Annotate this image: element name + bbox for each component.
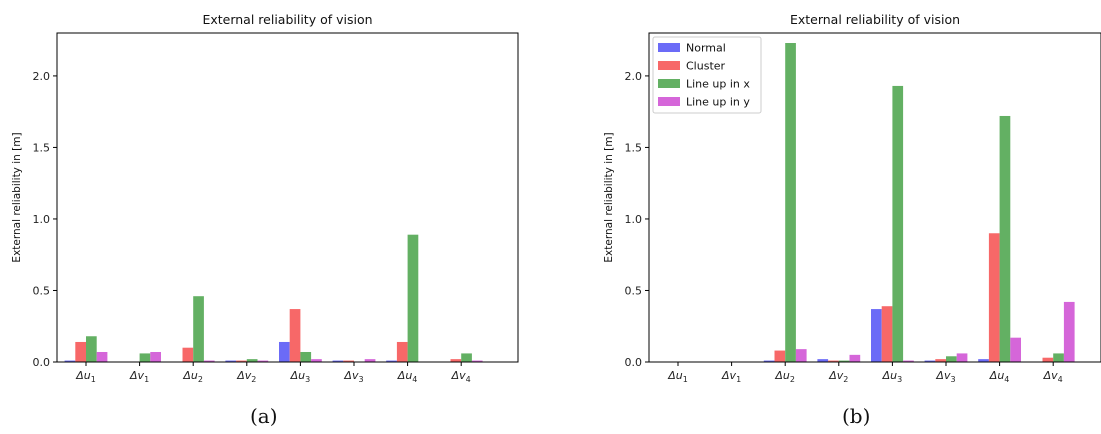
- y-tick-label: 1.0: [33, 213, 51, 226]
- bar: [311, 359, 322, 362]
- bar: [332, 360, 344, 362]
- bar: [924, 360, 936, 362]
- x-tick-label: Δv1: [129, 369, 149, 384]
- bar: [193, 296, 204, 362]
- bar: [849, 354, 861, 362]
- chart-title: External reliability of vision: [202, 12, 372, 27]
- chart-a: 0.0 0.5 1.0 1.5 2.0 Δu1 Δv1 Δu2 Δv2 Δu3 Δv3 Δu4 Δv4 E…: [11, 12, 519, 384]
- bar: [246, 359, 258, 362]
- bar: [956, 353, 968, 362]
- y-tick-label: 2.0: [625, 70, 643, 83]
- bar: [396, 341, 408, 362]
- legend-label: Normal: [686, 42, 726, 55]
- bar: [150, 351, 161, 362]
- y-tick-label: 2.0: [33, 70, 51, 83]
- bar: [450, 359, 462, 362]
- y-tick-label: 1.0: [625, 213, 643, 226]
- bar: [300, 351, 312, 362]
- bar: [999, 115, 1011, 362]
- bar: [64, 360, 76, 362]
- bar: [461, 353, 472, 362]
- legend-frame: [652, 36, 762, 114]
- x-tick-label: Δu1: [75, 369, 96, 384]
- bar: [364, 359, 376, 362]
- bar: [1010, 337, 1021, 362]
- bar: [795, 349, 807, 362]
- legend-swatch: [658, 43, 680, 52]
- x-tick-label: Δu3: [290, 369, 311, 384]
- bar: [838, 360, 850, 362]
- bar: [96, 351, 108, 362]
- bar: [935, 359, 946, 362]
- bar: [182, 347, 194, 362]
- legend-label: Line up in y: [686, 96, 750, 109]
- x-tick-label: Δv3: [935, 369, 955, 384]
- y-tick-label: 0.5: [33, 284, 51, 297]
- bar: [86, 336, 97, 362]
- legend-swatch: [658, 97, 680, 106]
- x-tick-label: Δv1: [721, 369, 741, 384]
- caption-a: (a): [250, 404, 278, 428]
- caption-b: (b): [842, 404, 871, 428]
- plot-frame: [648, 32, 1101, 363]
- y-tick-label: 1.5: [625, 141, 643, 154]
- bar: [1053, 353, 1064, 362]
- bar: [257, 360, 269, 362]
- y-tick-label: 0.0: [33, 356, 51, 369]
- bar: [343, 360, 354, 362]
- bar: [75, 341, 86, 362]
- bar: [978, 359, 989, 362]
- bar: [881, 306, 893, 362]
- bar: [289, 309, 301, 362]
- bar: [892, 85, 904, 363]
- plot-frame: [56, 32, 519, 363]
- bar: [817, 359, 829, 362]
- bar: [225, 360, 237, 362]
- x-tick-label: Δu3: [882, 369, 903, 384]
- bar: [774, 350, 786, 362]
- y-axis-label: External reliability in [m]: [603, 132, 615, 262]
- x-tick-label: Δv4: [451, 369, 471, 384]
- bar: [946, 356, 957, 362]
- bar: [903, 360, 914, 362]
- y-tick-label: 0.0: [625, 356, 643, 369]
- bar: [236, 360, 247, 362]
- x-tick-label: Δv2: [828, 369, 848, 384]
- y-tick-label: 0.5: [625, 284, 643, 297]
- bar: [139, 353, 151, 362]
- bar: [871, 309, 882, 362]
- legend-label: Cluster: [686, 60, 726, 73]
- bar: [279, 341, 290, 362]
- y-axis-label: External reliability in [m]: [11, 132, 23, 262]
- x-tick-label: Δu4: [989, 369, 1010, 384]
- legend-swatch: [658, 79, 680, 88]
- x-tick-label: Δv2: [236, 369, 256, 384]
- legend: Normal Cluster Line up in x Line up in y: [652, 36, 762, 114]
- x-tick-label: Δu1: [667, 369, 688, 384]
- y-tick-label: 1.5: [33, 141, 51, 154]
- bar: [828, 360, 839, 362]
- bar: [386, 360, 397, 362]
- bar: [988, 233, 1000, 362]
- legend-swatch: [658, 61, 680, 70]
- chart-b: 0.0 0.5 1.0 1.5 2.0 Δu1 Δv1 Δu2 Δv2 Δu3 Δv3 Δu4 Δv4 E…: [603, 12, 1101, 384]
- bar: [203, 360, 215, 362]
- x-tick-label: Δv4: [1043, 369, 1063, 384]
- bar: [471, 360, 483, 362]
- bar: [785, 43, 796, 362]
- x-tick-label: Δu2: [182, 369, 203, 384]
- x-tick-label: Δv3: [343, 369, 363, 384]
- bar: [1063, 301, 1075, 362]
- x-tick-label: Δu2: [774, 369, 795, 384]
- x-tick-label: Δu4: [397, 369, 418, 384]
- chart-title: External reliability of vision: [790, 12, 960, 27]
- bar: [763, 360, 775, 362]
- bar: [407, 234, 419, 362]
- legend-label: Line up in x: [686, 78, 750, 91]
- bar: [1042, 357, 1054, 362]
